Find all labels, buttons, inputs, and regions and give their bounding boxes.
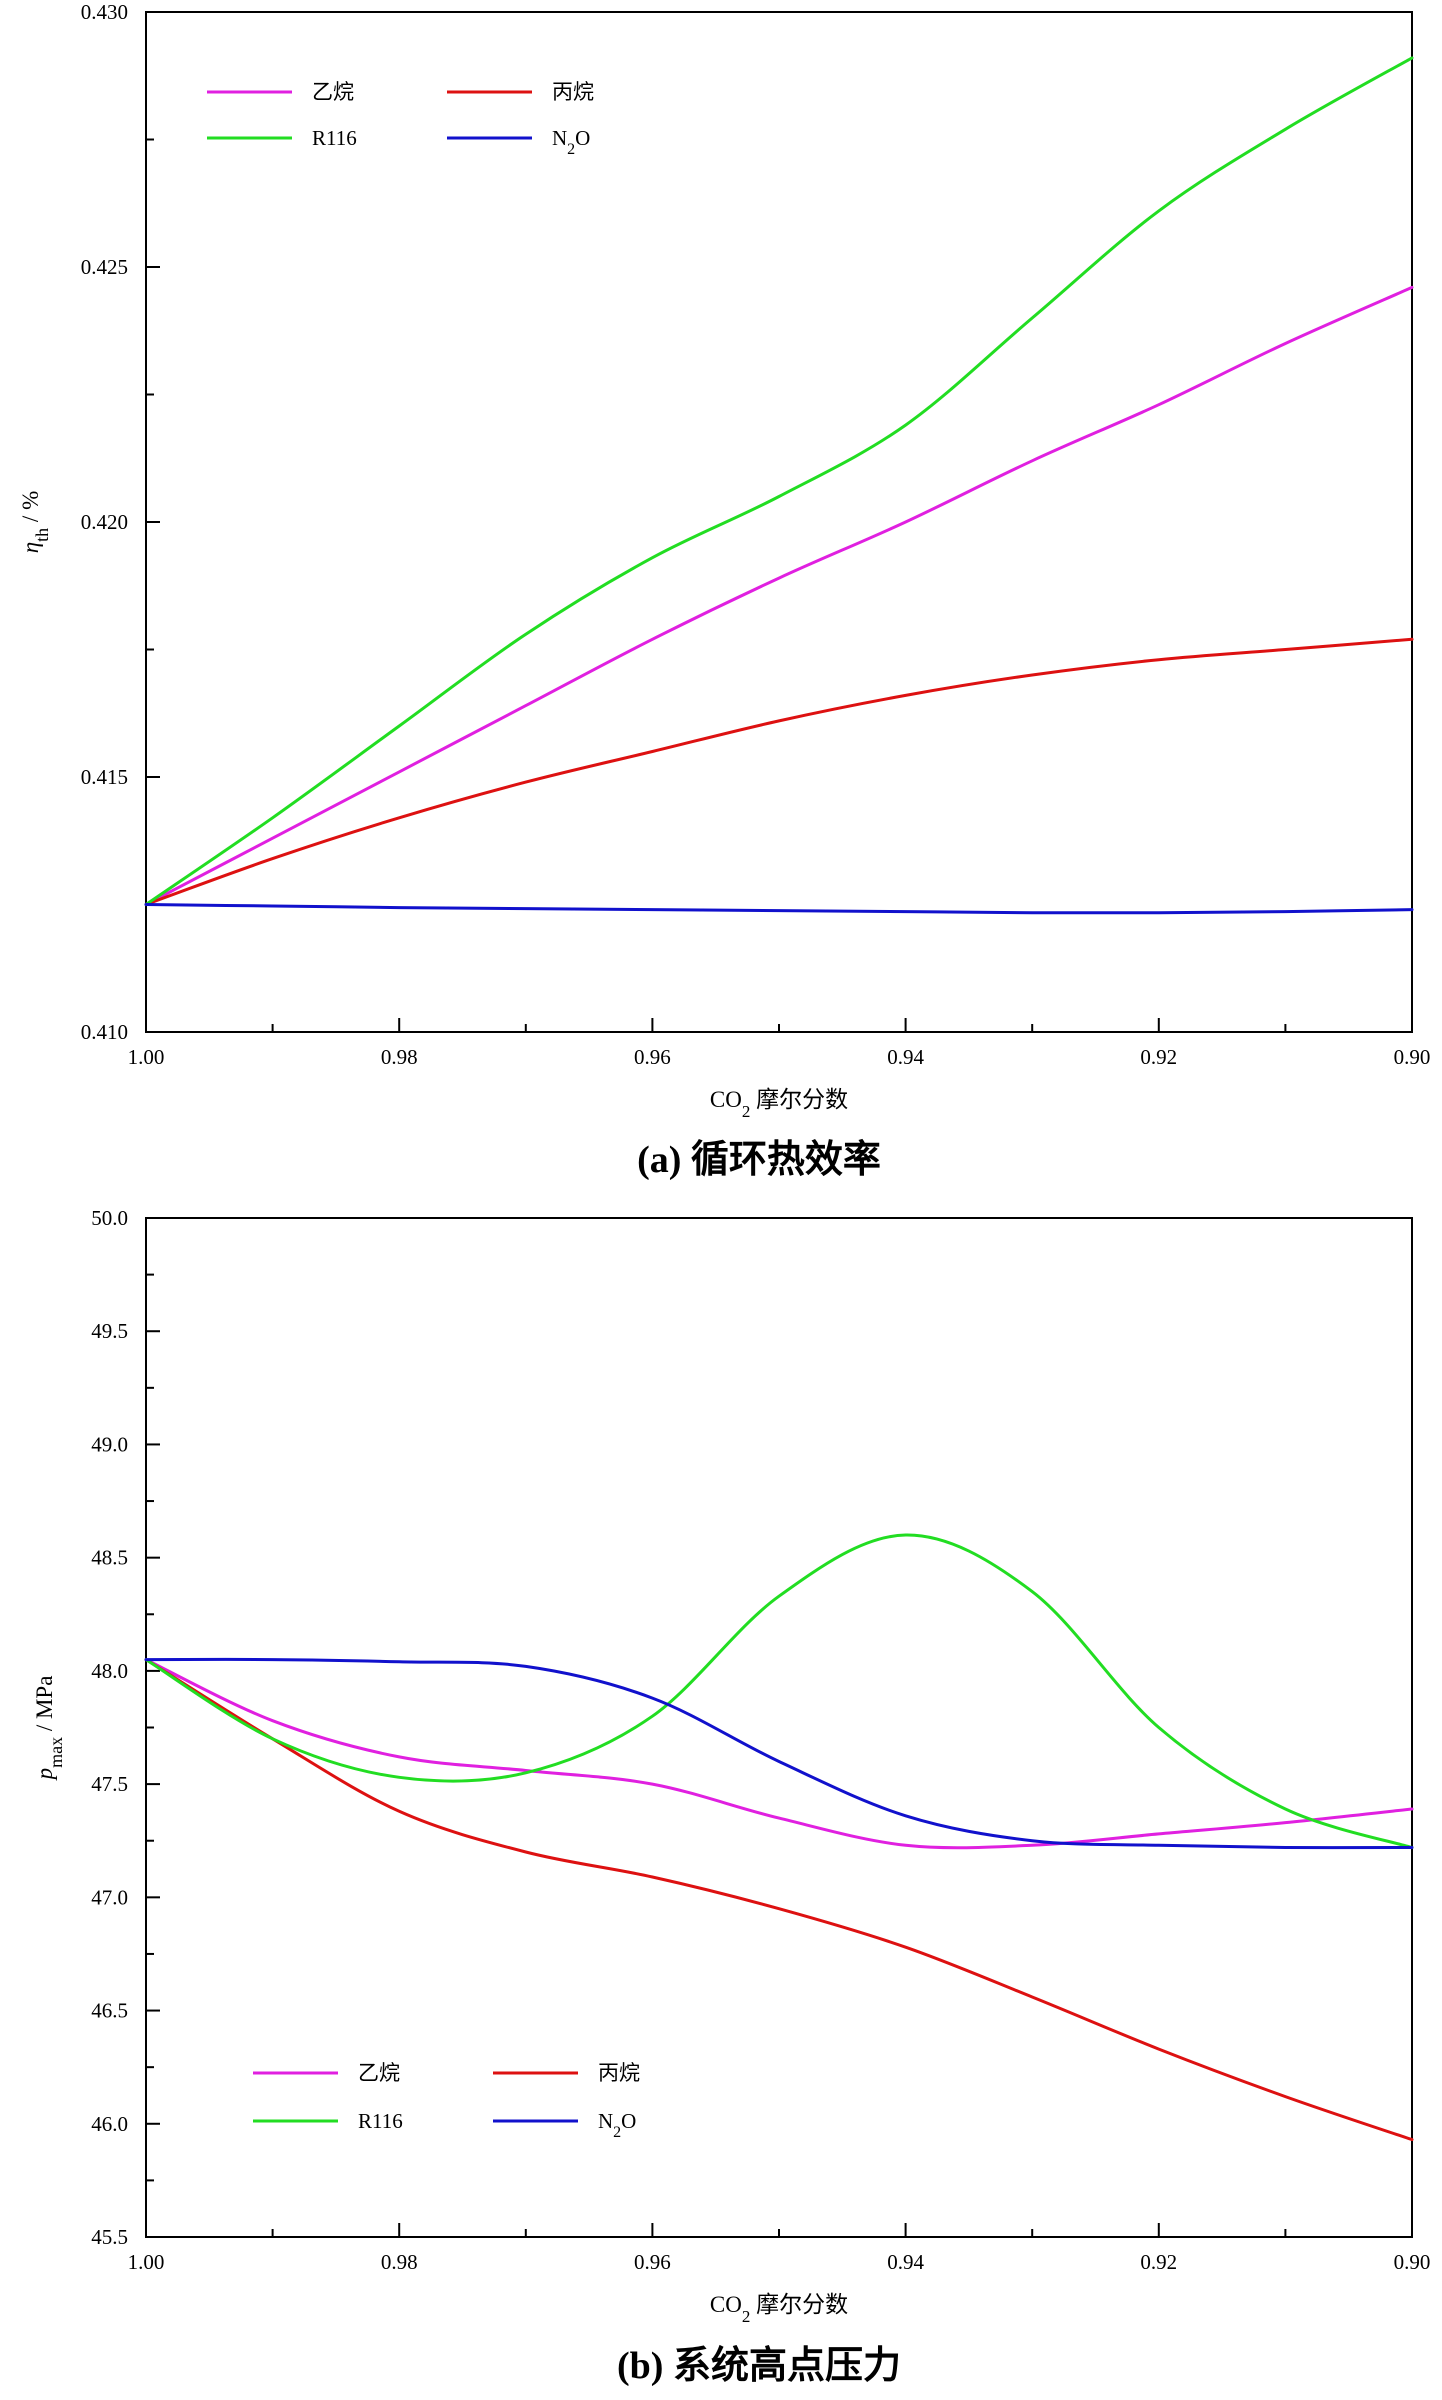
chart-1-y-tick-label: 48.5: [91, 1546, 128, 1570]
chart-1-y-tick-label: 46.0: [91, 2112, 128, 2136]
chart-1-legend-label-2: R116: [358, 2109, 403, 2133]
chart-1-series-line-1: [144, 1658, 1414, 2142]
chart-1-y-tick-label: 49.0: [91, 1432, 128, 1456]
chart-0-y-axis-title: ηth / %: [18, 491, 52, 554]
chart-0-plot-frame: [145, 11, 1413, 1033]
chart-0-series-line-3: [144, 903, 1414, 915]
chart-1-x-axis-title: CO2 摩尔分数: [710, 2292, 848, 2326]
chart-0-x-tick-label: 0.92: [1140, 1045, 1177, 1069]
chart-0-x-tick-label: 0.96: [634, 1045, 671, 1069]
chart-1-x-tick-label: 0.98: [381, 2250, 418, 2274]
chart-1-y-tick-label: 49.5: [91, 1319, 128, 1343]
chart-0-series-line-1: [144, 637, 1414, 906]
chart-1-series-line-0: [144, 1658, 1414, 1850]
chart-0-legend-label-1: 丙烷: [552, 80, 594, 104]
chart-1-y-tick-label: 47.5: [91, 1772, 128, 1796]
chart-1-legend-label-3: N2O: [598, 2109, 636, 2141]
chart-0-x-tick-label: 0.90: [1394, 1045, 1431, 1069]
chart-0-y-tick-label: 0.430: [81, 0, 128, 24]
chart-0-y-tick-label: 0.410: [81, 1020, 128, 1044]
chart-1-legend-label-0: 乙烷: [358, 2061, 400, 2085]
chart-1-y-axis-title: pmax / MPa: [32, 1676, 66, 1782]
panel-b-pressure-chart: 1.00 0.98 0.96 0.94 0.92 0.90 45.5 46.0 46.5 47.0…: [32, 1206, 1430, 2387]
chart-0-caption: (a) 循环热效率: [637, 1139, 881, 1181]
panel-a-efficiency-chart: 1.00 0.98 0.96 0.94 0.92 0.90 0.410 0.415 0.420 0…: [18, 0, 1430, 1181]
chart-0-y-tick-label: 0.420: [81, 510, 128, 534]
chart-1-series-line-2: [144, 1533, 1414, 1849]
chart-1-caption: (b) 系统高点压力: [617, 2345, 901, 2387]
chart-0-series-line-0: [144, 285, 1414, 906]
chart-1-x-tick-label: 1.00: [128, 2250, 165, 2274]
chart-1-legend: 乙烷 丙烷 R116 N2O: [253, 2061, 640, 2141]
chart-1-y-tick-label: 50.0: [91, 1206, 128, 1230]
chart-0-legend-label-3: N2O: [552, 126, 590, 158]
chart-0-y-tick-label: 0.425: [81, 255, 128, 279]
chart-0-x-tick-label: 0.94: [887, 1045, 924, 1069]
chart-1-legend-label-1: 丙烷: [598, 2061, 640, 2085]
chart-0-legend-label-2: R116: [312, 126, 357, 150]
chart-1-series-line-3: [144, 1657, 1414, 1850]
chart-0-x-tick-label: 0.98: [381, 1045, 418, 1069]
chart-1-y-tick-label: 47.0: [91, 1885, 128, 1909]
chart-1-x-tick-label: 0.90: [1394, 2250, 1431, 2274]
chart-0-x-tick-label: 1.00: [128, 1045, 165, 1069]
chart-0-legend-label-0: 乙烷: [312, 80, 354, 104]
chart-1-plot-frame: [145, 1217, 1413, 2238]
chart-1-y-tick-label: 48.0: [91, 1659, 128, 1683]
chart-1-x-tick-label: 0.94: [887, 2250, 924, 2274]
chart-0-legend: 乙烷 丙烷 R116 N2O: [207, 80, 594, 158]
chart-0-x-axis-title: CO2 摩尔分数: [710, 1087, 848, 1121]
chart-1-y-tick-label: 46.5: [91, 1999, 128, 2023]
chart-0-series-line-2: [144, 56, 1414, 906]
chart-1-x-tick-label: 0.96: [634, 2250, 671, 2274]
chart-1-y-tick-label: 45.5: [91, 2225, 128, 2249]
chart-0-y-tick-label: 0.415: [81, 765, 128, 789]
chart-1-x-tick-label: 0.92: [1140, 2250, 1177, 2274]
